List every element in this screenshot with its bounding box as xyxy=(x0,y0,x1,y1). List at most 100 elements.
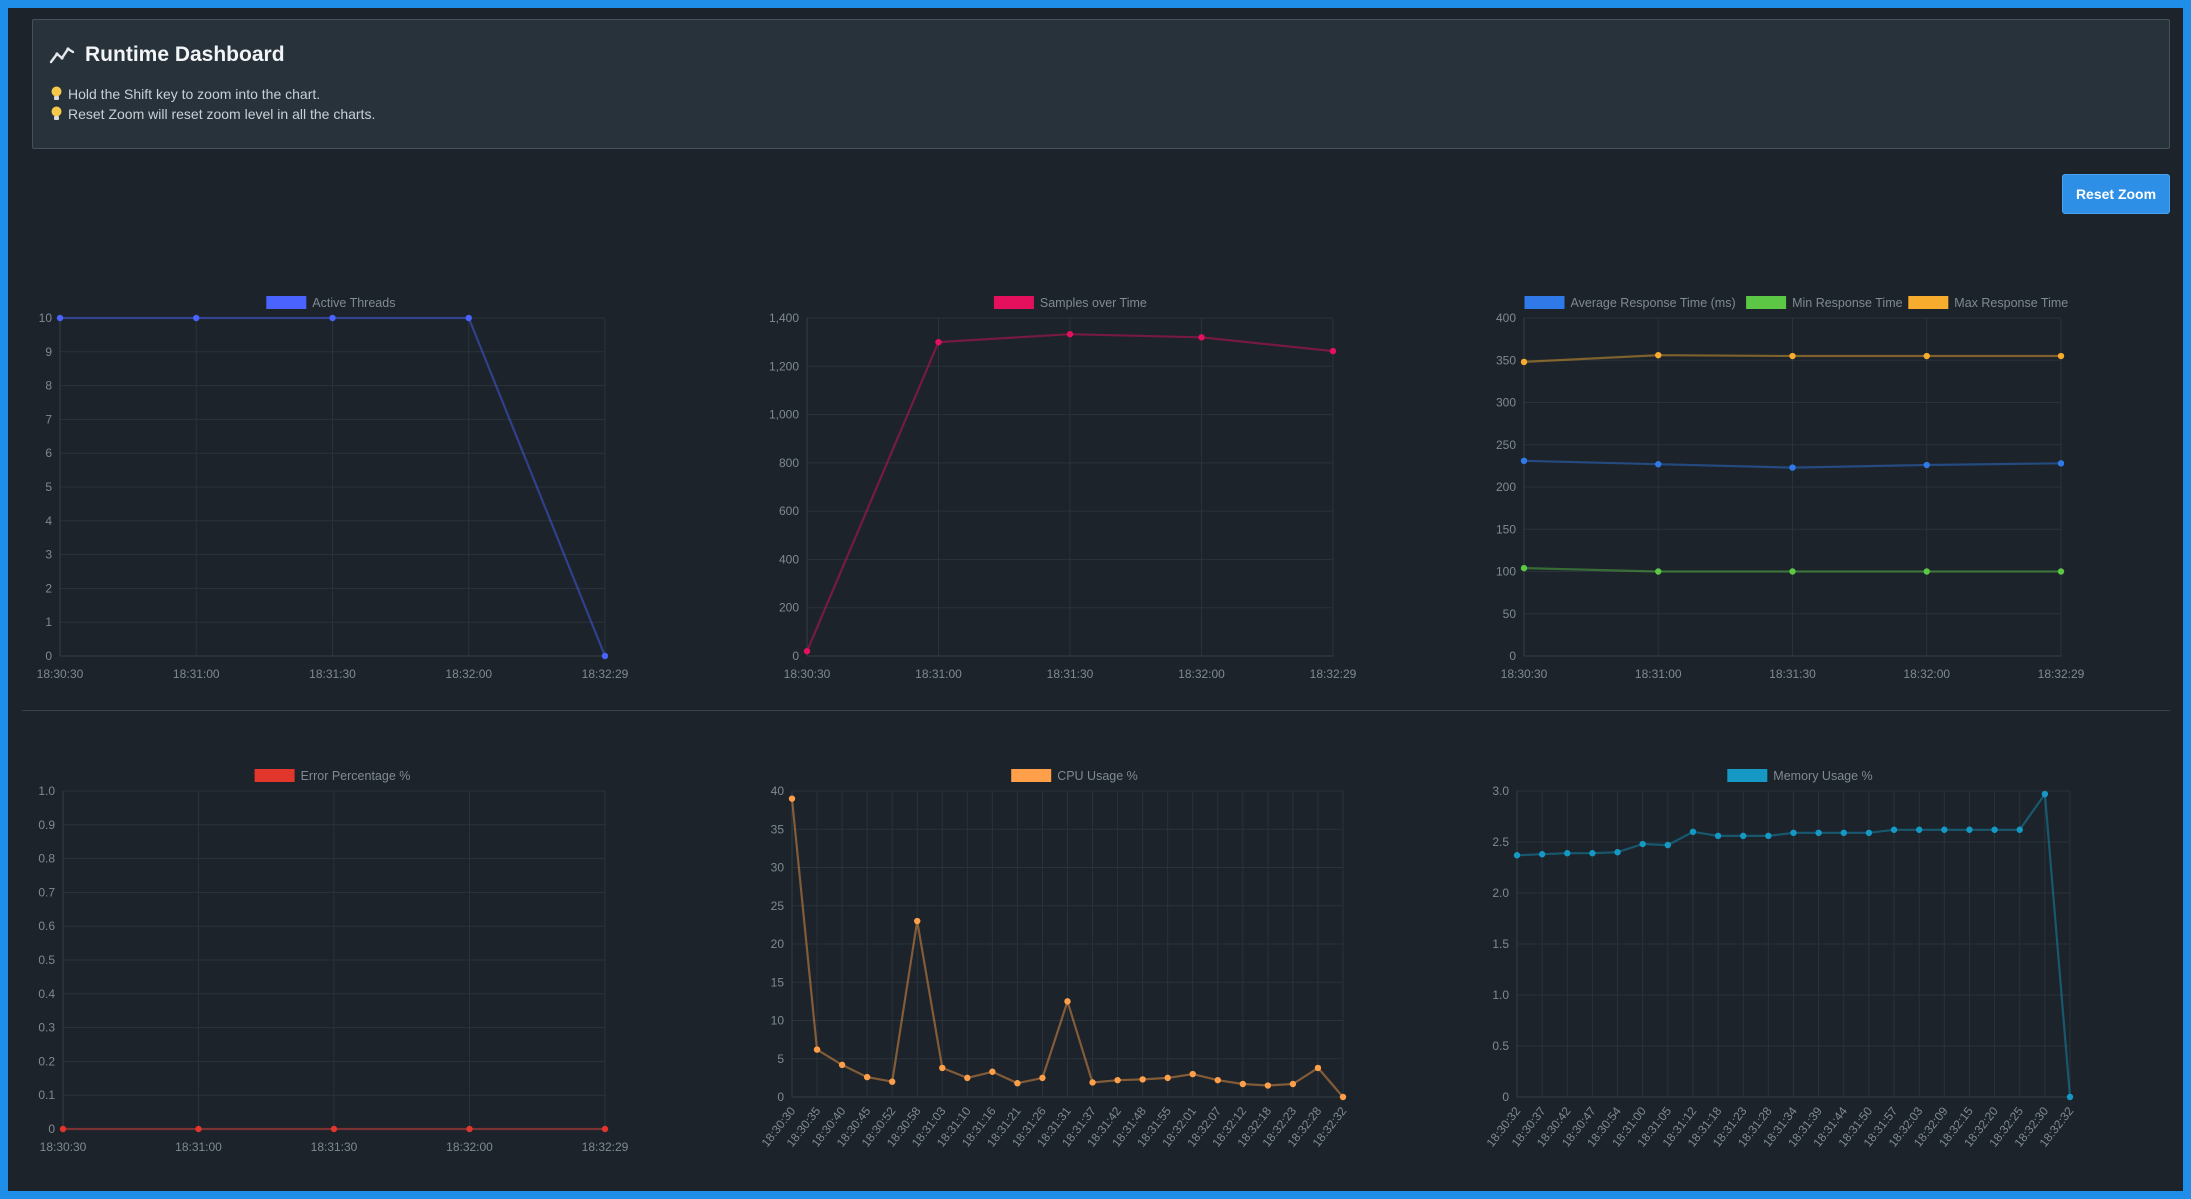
data-point[interactable] xyxy=(59,1125,67,1133)
legend-swatch xyxy=(1727,769,1768,782)
legend-item-samples-over-time[interactable]: Samples over Time xyxy=(993,296,1147,310)
data-point[interactable] xyxy=(1614,849,1621,856)
data-point[interactable] xyxy=(1664,841,1672,849)
data-point[interactable] xyxy=(1991,826,1998,833)
data-point[interactable] xyxy=(1890,826,1898,833)
data-point[interactable] xyxy=(1039,1074,1046,1082)
data-point[interactable] xyxy=(466,1125,473,1133)
data-point[interactable] xyxy=(1314,1064,1322,1072)
y-tick-label: 0.3 xyxy=(38,1021,55,1035)
active-threads-chart[interactable]: Active Threads 0 1 2 3 4 5 6 7 8 9 10 18:30:30 18:31:… xyxy=(20,290,660,690)
data-point[interactable] xyxy=(1789,464,1796,471)
data-point[interactable] xyxy=(1941,826,1948,833)
data-point[interactable] xyxy=(803,647,811,655)
data-point[interactable] xyxy=(1765,832,1772,840)
data-point[interactable] xyxy=(1639,840,1646,848)
legend-item-max-response-time[interactable]: Max Response Time xyxy=(1908,296,2068,310)
data-point[interactable] xyxy=(935,338,942,346)
data-point[interactable] xyxy=(1264,1082,1272,1089)
legend-swatch xyxy=(993,296,1034,309)
memory-usage-chart[interactable]: Memory Usage %00.51.01.52.02.53.018:30:3… xyxy=(1484,763,2110,1183)
data-point[interactable] xyxy=(1239,1080,1247,1088)
data-point[interactable] xyxy=(1915,826,1923,833)
data-point[interactable] xyxy=(1189,1070,1196,1078)
data-point[interactable] xyxy=(939,1064,946,1072)
data-point[interactable] xyxy=(1198,334,1205,341)
data-point[interactable] xyxy=(1164,1074,1171,1082)
data-point[interactable] xyxy=(1923,568,1930,575)
data-point[interactable] xyxy=(1589,850,1596,857)
data-point[interactable] xyxy=(56,314,64,322)
legend-item-average-response-time-ms[interactable]: Average Response Time (ms) xyxy=(1524,296,1736,310)
data-point[interactable] xyxy=(1538,851,1546,858)
data-point[interactable] xyxy=(195,1125,202,1133)
legend-item-error-percentage[interactable]: Error Percentage % xyxy=(254,769,411,783)
data-point[interactable] xyxy=(2057,568,2065,575)
data-point[interactable] xyxy=(1714,832,1722,840)
data-point[interactable] xyxy=(1689,828,1697,835)
data-point[interactable] xyxy=(1923,461,1930,469)
data-point[interactable] xyxy=(1840,829,1847,837)
error-percentage-chart[interactable]: Error Percentage % 0 0.1 0.2 0.3 0.4 0.5 0.6 0.7… xyxy=(20,763,660,1163)
data-point[interactable] xyxy=(1564,850,1571,857)
samples-over-time-chart[interactable]: Samples over Time 0 200 400 600 800 1,000 1,200… xyxy=(765,290,1405,690)
y-tick-label: 0.5 xyxy=(38,953,55,967)
y-tick-label: 3.0 xyxy=(1492,784,1509,798)
data-point[interactable] xyxy=(1520,358,1528,366)
y-tick-label: 4 xyxy=(45,514,52,528)
data-point[interactable] xyxy=(1790,829,1797,837)
legend-item-active-threads[interactable]: Active Threads xyxy=(266,296,395,310)
data-point[interactable] xyxy=(601,1125,609,1133)
data-point[interactable] xyxy=(1740,832,1747,840)
legend-item-memory-usage[interactable]: Memory Usage % xyxy=(1727,769,1873,783)
data-point[interactable] xyxy=(601,652,609,660)
data-point[interactable] xyxy=(1789,352,1796,360)
data-point[interactable] xyxy=(1139,1076,1146,1083)
data-point[interactable] xyxy=(1214,1076,1221,1084)
data-point[interactable] xyxy=(1520,564,1528,572)
data-point[interactable] xyxy=(1966,826,1973,833)
data-point[interactable] xyxy=(989,1068,996,1075)
data-point[interactable] xyxy=(863,1073,871,1081)
data-point[interactable] xyxy=(1789,568,1796,575)
data-point[interactable] xyxy=(1865,829,1873,837)
data-point[interactable] xyxy=(1923,352,1930,360)
data-point[interactable] xyxy=(1066,330,1074,338)
data-point[interactable] xyxy=(788,795,796,802)
data-point[interactable] xyxy=(465,314,472,322)
data-point[interactable] xyxy=(2016,826,2023,833)
data-point[interactable] xyxy=(329,314,336,322)
data-point[interactable] xyxy=(1815,829,1822,837)
data-point[interactable] xyxy=(1339,1093,1347,1101)
data-point[interactable] xyxy=(1655,568,1662,575)
data-point[interactable] xyxy=(1064,998,1071,1005)
x-tick-label: 18:32:00 xyxy=(1178,667,1225,681)
legend-item-cpu-usage[interactable]: CPU Usage % xyxy=(1011,769,1138,783)
reset-zoom-button[interactable]: Reset Zoom xyxy=(2062,174,2170,214)
data-point[interactable] xyxy=(2057,460,2065,467)
data-point[interactable] xyxy=(1329,347,1337,355)
data-point[interactable] xyxy=(193,314,200,322)
x-tick-label: 18:31:00 xyxy=(175,1140,222,1154)
data-point[interactable] xyxy=(888,1078,896,1085)
data-point[interactable] xyxy=(1655,351,1662,359)
data-point[interactable] xyxy=(964,1074,971,1082)
data-point[interactable] xyxy=(2066,1093,2074,1101)
data-point[interactable] xyxy=(330,1125,338,1133)
data-point[interactable] xyxy=(1655,460,1662,468)
data-point[interactable] xyxy=(1089,1079,1096,1086)
data-point[interactable] xyxy=(838,1061,846,1069)
data-point[interactable] xyxy=(1520,457,1528,465)
data-point[interactable] xyxy=(1289,1080,1297,1088)
y-tick-label: 5 xyxy=(45,480,52,494)
data-point[interactable] xyxy=(813,1046,821,1053)
data-point[interactable] xyxy=(914,917,921,925)
data-point[interactable] xyxy=(1014,1080,1021,1087)
legend-item-min-response-time[interactable]: Min Response Time xyxy=(1746,296,1903,310)
data-point[interactable] xyxy=(1114,1076,1121,1084)
data-point[interactable] xyxy=(1513,852,1521,859)
response-time-chart[interactable]: Average Response Time (ms) Min Response T… xyxy=(1490,290,2110,690)
cpu-usage-chart[interactable]: CPU Usage %051015202530354018:30:3018:30… xyxy=(759,763,1365,1183)
data-point[interactable] xyxy=(2041,790,2049,798)
data-point[interactable] xyxy=(2057,352,2065,360)
